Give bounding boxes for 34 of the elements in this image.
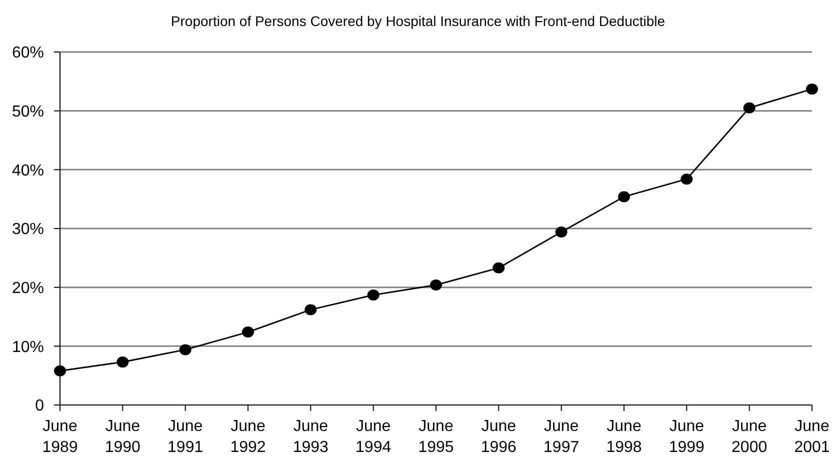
x-tick-label: June 1998 xyxy=(606,418,642,456)
x-tick-label: June 1995 xyxy=(418,418,454,456)
x-tick-label: June 1991 xyxy=(168,418,204,456)
y-tick-label: 50% xyxy=(12,103,44,120)
x-tick-label: June 1999 xyxy=(668,418,705,456)
point xyxy=(179,344,192,356)
x-tick-label: June 1990 xyxy=(104,418,141,456)
y-tick-label: 60% xyxy=(12,44,44,62)
x-tick-label: June 1992 xyxy=(230,418,266,456)
point xyxy=(242,326,254,338)
y-tick-label: 10% xyxy=(12,338,44,356)
x-tick-label: June 2000 xyxy=(732,418,768,456)
x-tick-label: June 1997 xyxy=(544,418,580,456)
point xyxy=(492,262,505,274)
point xyxy=(367,289,380,300)
y-tick-label: 40% xyxy=(12,162,44,180)
x-tick-label: June 1993 xyxy=(292,418,329,456)
point xyxy=(116,356,129,368)
x-tick-label: June 1989 xyxy=(42,418,78,456)
point xyxy=(743,102,756,114)
point xyxy=(555,226,568,238)
point xyxy=(54,365,66,376)
y-tick-label: 0 xyxy=(35,398,44,415)
x-tick-label: June 1994 xyxy=(356,418,392,456)
x-tick-label: June 1996 xyxy=(480,418,517,456)
chart-title: Proportion of Persons Covered by Hospital Insurance with Front-end Deductible xyxy=(170,13,666,29)
y-tick-label: 20% xyxy=(12,280,44,297)
point xyxy=(304,304,317,316)
point xyxy=(680,174,693,185)
y-tick-label: 30% xyxy=(12,221,44,238)
point xyxy=(806,84,818,95)
point xyxy=(618,191,630,202)
point xyxy=(430,279,442,290)
x-tick-label: June 2001 xyxy=(794,418,830,456)
